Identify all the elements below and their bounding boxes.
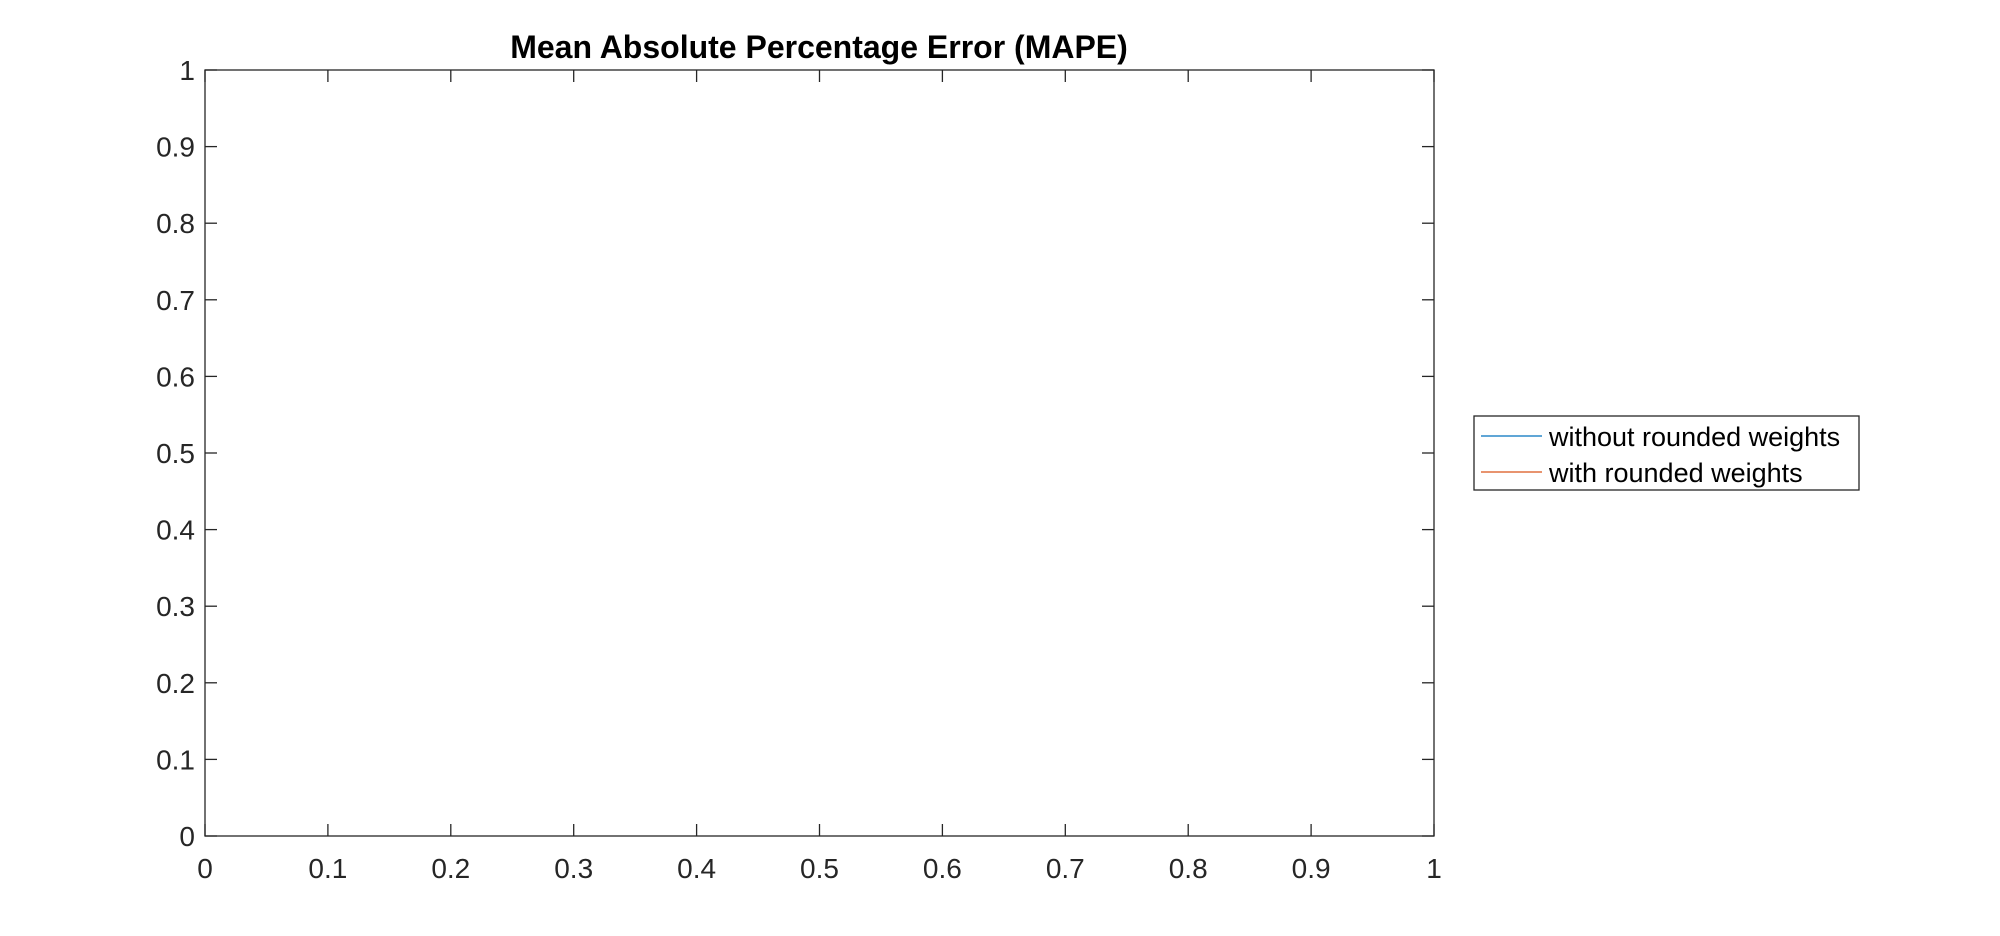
x-tick-label: 1 — [1426, 853, 1442, 884]
legend: without rounded weights with rounded wei… — [1473, 415, 1860, 491]
x-tick-label: 0 — [197, 853, 213, 884]
y-tick-label: 0.5 — [156, 438, 195, 469]
x-tick-label: 0.7 — [1046, 853, 1085, 884]
y-tick-label: 0 — [179, 821, 195, 852]
x-tick-label: 0.8 — [1169, 853, 1208, 884]
y-axis-ticks: 0 0.1 0.2 0.3 0.4 0.5 0.6 0.7 0.8 0.9 1 — [156, 55, 1434, 852]
x-tick-label: 0.1 — [308, 853, 347, 884]
x-tick-label: 0.4 — [677, 853, 716, 884]
x-tick-label: 0.2 — [431, 853, 470, 884]
legend-label-with-rounded-weights: with rounded weights — [1548, 458, 1803, 488]
legend-box — [1473, 415, 1860, 491]
x-tick-label: 0.6 — [923, 853, 962, 884]
chart-title: Mean Absolute Percentage Error (MAPE) — [510, 29, 1128, 65]
legend-label-without-rounded-weights: without rounded weights — [1548, 422, 1840, 452]
plot-area — [204, 69, 1435, 837]
y-tick-label: 0.3 — [156, 591, 195, 622]
x-tick-label: 0.9 — [1292, 853, 1331, 884]
y-tick-label: 0.2 — [156, 668, 195, 699]
y-tick-label: 0.7 — [156, 285, 195, 316]
y-tick-label: 0.8 — [156, 208, 195, 239]
y-tick-label: 1 — [179, 55, 195, 86]
x-tick-label: 0.5 — [800, 853, 839, 884]
y-tick-label: 0.1 — [156, 744, 195, 775]
y-tick-label: 0.9 — [156, 132, 195, 163]
y-tick-label: 0.6 — [156, 361, 195, 392]
plot-axes: 0 0.1 0.2 0.3 0.4 0.5 0.6 0.7 0.8 0.9 1 0 0.1 0.2 0.3… — [156, 55, 1442, 884]
x-tick-label: 0.3 — [554, 853, 593, 884]
y-tick-label: 0.4 — [156, 515, 195, 546]
x-axis-ticks: 0 0.1 0.2 0.3 0.4 0.5 0.6 0.7 0.8 0.9 1 — [197, 70, 1442, 884]
